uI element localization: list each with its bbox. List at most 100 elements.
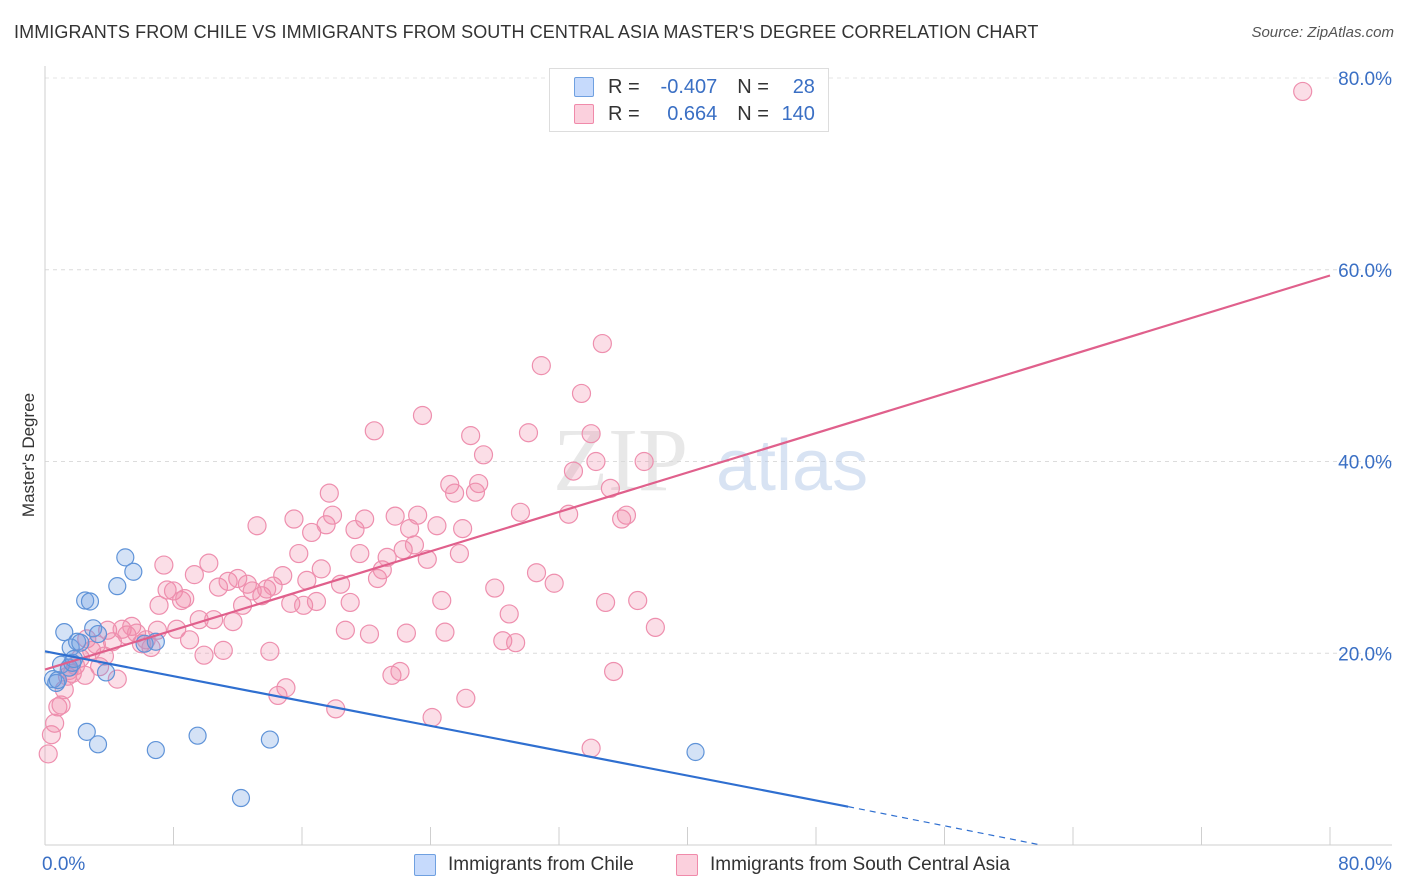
data-point-south-central-asia <box>322 505 343 525</box>
data-point-south-central-asia <box>335 620 355 640</box>
data-point-south-central-asia <box>581 424 601 444</box>
data-point-south-central-asia <box>163 581 184 601</box>
legend-r-label: R = <box>608 75 640 98</box>
data-point-south-central-asia <box>485 578 505 598</box>
data-point-chile <box>116 548 135 567</box>
data-point-south-central-asia <box>456 688 476 708</box>
chart-source: Source: ZipAtlas.com <box>1251 24 1394 41</box>
data-point-south-central-asia <box>228 568 248 589</box>
data-point-south-central-asia <box>350 543 370 564</box>
data-point-south-central-asia <box>340 592 360 613</box>
data-point-south-central-asia <box>179 630 200 650</box>
data-point-south-central-asia <box>544 573 564 593</box>
data-point-chile <box>48 670 67 690</box>
data-point-south-central-asia <box>408 505 428 525</box>
data-point-south-central-asia <box>247 516 267 536</box>
data-point-south-central-asia <box>208 577 229 597</box>
data-point-south-central-asia <box>157 580 177 600</box>
data-point-south-central-asia <box>311 559 331 579</box>
data-point-south-central-asia <box>263 576 283 596</box>
data-point-south-central-asia <box>595 592 616 613</box>
legend-r-value: 0.664 <box>667 102 718 125</box>
data-point-south-central-asia <box>276 678 296 698</box>
axes <box>44 66 1392 846</box>
data-point-south-central-asia <box>604 661 624 682</box>
trend-line-chile <box>44 650 849 808</box>
data-point-south-central-asia <box>444 483 465 503</box>
correlation-legend: R = -0.407 N = 28 R = 0.664 N = 140 <box>549 68 829 132</box>
trend-line-south-central-asia <box>44 274 1331 671</box>
data-point-chile <box>96 663 116 682</box>
data-point-south-central-asia <box>38 744 58 764</box>
data-point-south-central-asia <box>506 633 526 653</box>
data-point-south-central-asia <box>149 595 169 615</box>
data-point-south-central-asia <box>223 612 243 632</box>
legend-n-value: 140 <box>781 102 815 125</box>
data-point-chile <box>71 633 90 652</box>
y-axis-label: Master's Degree <box>19 393 38 517</box>
data-point-chile <box>88 735 108 754</box>
data-point-south-central-asia <box>355 509 375 529</box>
data-point-south-central-asia <box>260 641 280 661</box>
data-point-chile <box>84 619 103 638</box>
data-point-chile <box>77 722 96 741</box>
data-point-south-central-asia <box>242 581 262 601</box>
bottom-legend-label-south-central-asia: Immigrants from South Central Asia <box>710 854 1010 875</box>
data-point-south-central-asia <box>422 707 442 728</box>
data-point-south-central-asia <box>510 502 531 522</box>
data-point-south-central-asia <box>377 547 397 567</box>
data-point-south-central-asia <box>306 591 327 612</box>
data-point-south-central-asia <box>432 590 452 611</box>
data-point-chile <box>108 577 127 596</box>
data-point-south-central-asia <box>284 509 304 529</box>
data-point-south-central-asia <box>449 543 470 564</box>
data-point-south-central-asia <box>404 535 425 555</box>
legend-swatch-blue <box>574 77 594 97</box>
data-point-south-central-asia <box>461 426 481 446</box>
data-point-south-central-asia <box>435 622 455 642</box>
legend-n-label: N = <box>737 75 769 98</box>
data-point-south-central-asia <box>194 645 214 665</box>
data-point-south-central-asia <box>412 405 433 426</box>
legend-n-value: 28 <box>792 75 815 98</box>
series-chile <box>43 548 705 808</box>
series-south-central-asia <box>38 81 1313 764</box>
data-point-chile <box>88 624 108 644</box>
x-tick-label: 0.0% <box>42 854 85 875</box>
data-point-chile <box>231 788 251 808</box>
bottom-legend-swatch-blue <box>414 854 436 876</box>
data-point-south-central-asia <box>294 595 314 615</box>
data-point-south-central-asia <box>634 451 654 472</box>
data-point-south-central-asia <box>427 516 447 536</box>
data-point-south-central-asia <box>563 461 584 481</box>
y-tick-label: 40.0% <box>1338 453 1392 474</box>
y-tick-label: 80.0% <box>1338 69 1392 90</box>
watermark-zip: ZIP <box>553 411 688 510</box>
data-point-south-central-asia <box>98 620 118 640</box>
data-point-south-central-asia <box>531 356 551 376</box>
data-point-south-central-asia <box>75 665 95 685</box>
data-point-south-central-asia <box>616 505 637 525</box>
data-point-south-central-asia <box>345 519 365 540</box>
data-point-south-central-asia <box>396 623 417 643</box>
tick-labels: 20.0% 40.0% 60.0% 80.0% 0.0% 80.0% <box>42 69 1392 875</box>
data-point-south-central-asia <box>600 478 621 498</box>
data-point-south-central-asia <box>359 624 380 644</box>
data-point-chile <box>55 623 74 642</box>
bottom-legend-south-central-asia: Immigrants from South Central Asia <box>676 852 1010 878</box>
data-point-south-central-asia <box>628 590 648 611</box>
data-point-south-central-asia <box>107 669 127 689</box>
data-point-south-central-asia <box>171 590 192 611</box>
data-point-chile <box>260 730 279 749</box>
data-point-south-central-asia <box>289 543 309 564</box>
legend-row-chile: R = -0.407 N = 28 <box>574 75 815 99</box>
data-point-chile <box>146 740 165 760</box>
y-tick-label: 20.0% <box>1338 644 1392 665</box>
watermark-atlas: atlas <box>716 426 868 506</box>
legend-swatch-pink <box>574 104 594 124</box>
data-point-south-central-asia <box>390 661 410 682</box>
data-point-south-central-asia <box>645 617 665 637</box>
data-point-south-central-asia <box>199 553 219 573</box>
data-point-south-central-asia <box>453 519 473 539</box>
